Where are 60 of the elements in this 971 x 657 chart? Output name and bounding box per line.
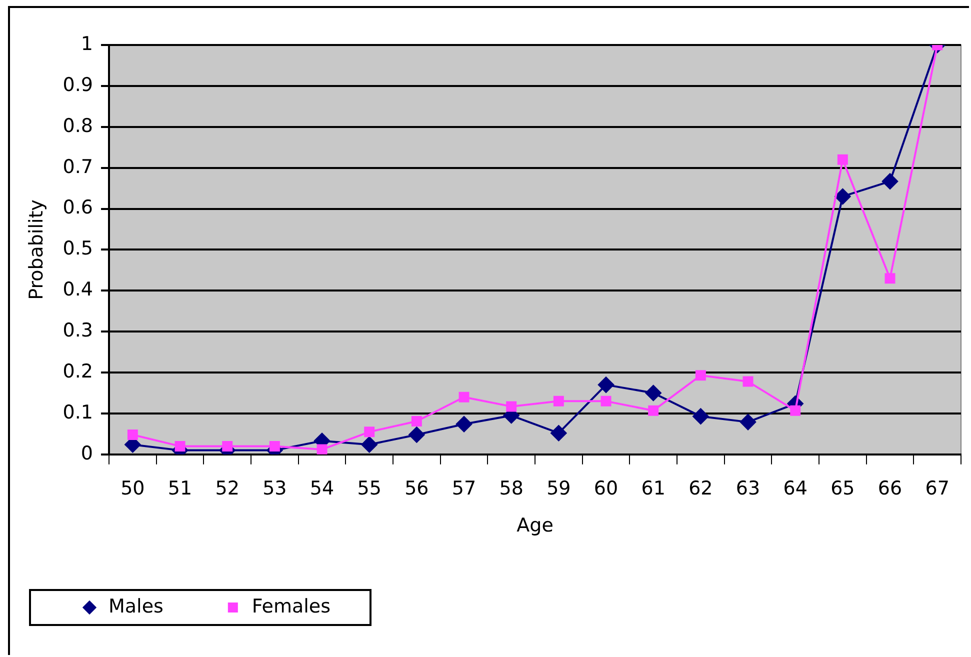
x-tick-label: 54 <box>310 478 334 500</box>
x-tick-label: 53 <box>262 478 287 500</box>
y-tick-label: 1 <box>80 32 94 55</box>
y-tick-label: 0.1 <box>62 401 94 424</box>
x-axis-title: Age <box>516 514 554 537</box>
x-tick-label: 63 <box>736 478 760 500</box>
point <box>692 408 709 424</box>
x-tick-label: 59 <box>546 478 571 500</box>
x-tick-label: 52 <box>215 478 240 500</box>
x-tick-label: 62 <box>688 478 713 500</box>
x-tick-label: 67 <box>925 478 950 500</box>
point <box>553 396 564 406</box>
point <box>740 414 756 430</box>
point <box>127 430 138 440</box>
point <box>882 173 898 190</box>
legend-label: Females <box>252 595 331 618</box>
y-tick-label: 0.5 <box>62 238 94 260</box>
point <box>790 405 801 416</box>
x-tick-label: 58 <box>499 478 524 500</box>
point <box>174 440 186 452</box>
x-tick-label: 66 <box>878 478 902 500</box>
point <box>645 384 662 401</box>
point <box>408 426 425 443</box>
point <box>837 154 848 165</box>
y-tick-label: 0.7 <box>62 156 94 178</box>
y-tick-label: 0.8 <box>62 114 94 137</box>
x-tick-label: 61 <box>641 478 666 500</box>
point <box>411 416 422 426</box>
point <box>598 376 614 393</box>
point <box>222 440 233 452</box>
point <box>695 370 706 381</box>
x-tick-label: 57 <box>452 478 476 500</box>
y-tick-label: 0 <box>80 442 94 464</box>
point <box>456 416 472 432</box>
y-tick-label: 0.4 <box>62 278 94 301</box>
point <box>361 436 378 453</box>
y-axis-title: Probability <box>25 199 48 300</box>
point <box>600 396 612 406</box>
point <box>316 444 328 454</box>
y-tick-label: 0.2 <box>62 360 94 382</box>
y-tick-label: 0.6 <box>62 196 94 219</box>
x-tick-label: 55 <box>357 478 382 500</box>
x-tick-label: 56 <box>404 478 429 500</box>
point <box>364 426 375 438</box>
x-tick-label: 51 <box>168 478 192 500</box>
x-tick-label: 64 <box>783 478 808 500</box>
x-tick-label: 60 <box>594 478 618 500</box>
x-tick-label: 65 <box>830 478 855 500</box>
point <box>742 376 754 387</box>
x-tick-label: 50 <box>120 478 145 500</box>
legend-label: Males <box>108 595 164 618</box>
point <box>506 401 517 412</box>
y-tick-label: 0.9 <box>62 74 94 96</box>
point <box>458 392 470 402</box>
y-tick-label: 0.3 <box>62 320 94 342</box>
point <box>550 425 567 442</box>
point <box>648 405 659 416</box>
point <box>269 440 280 452</box>
point <box>834 188 851 204</box>
point <box>884 273 896 284</box>
